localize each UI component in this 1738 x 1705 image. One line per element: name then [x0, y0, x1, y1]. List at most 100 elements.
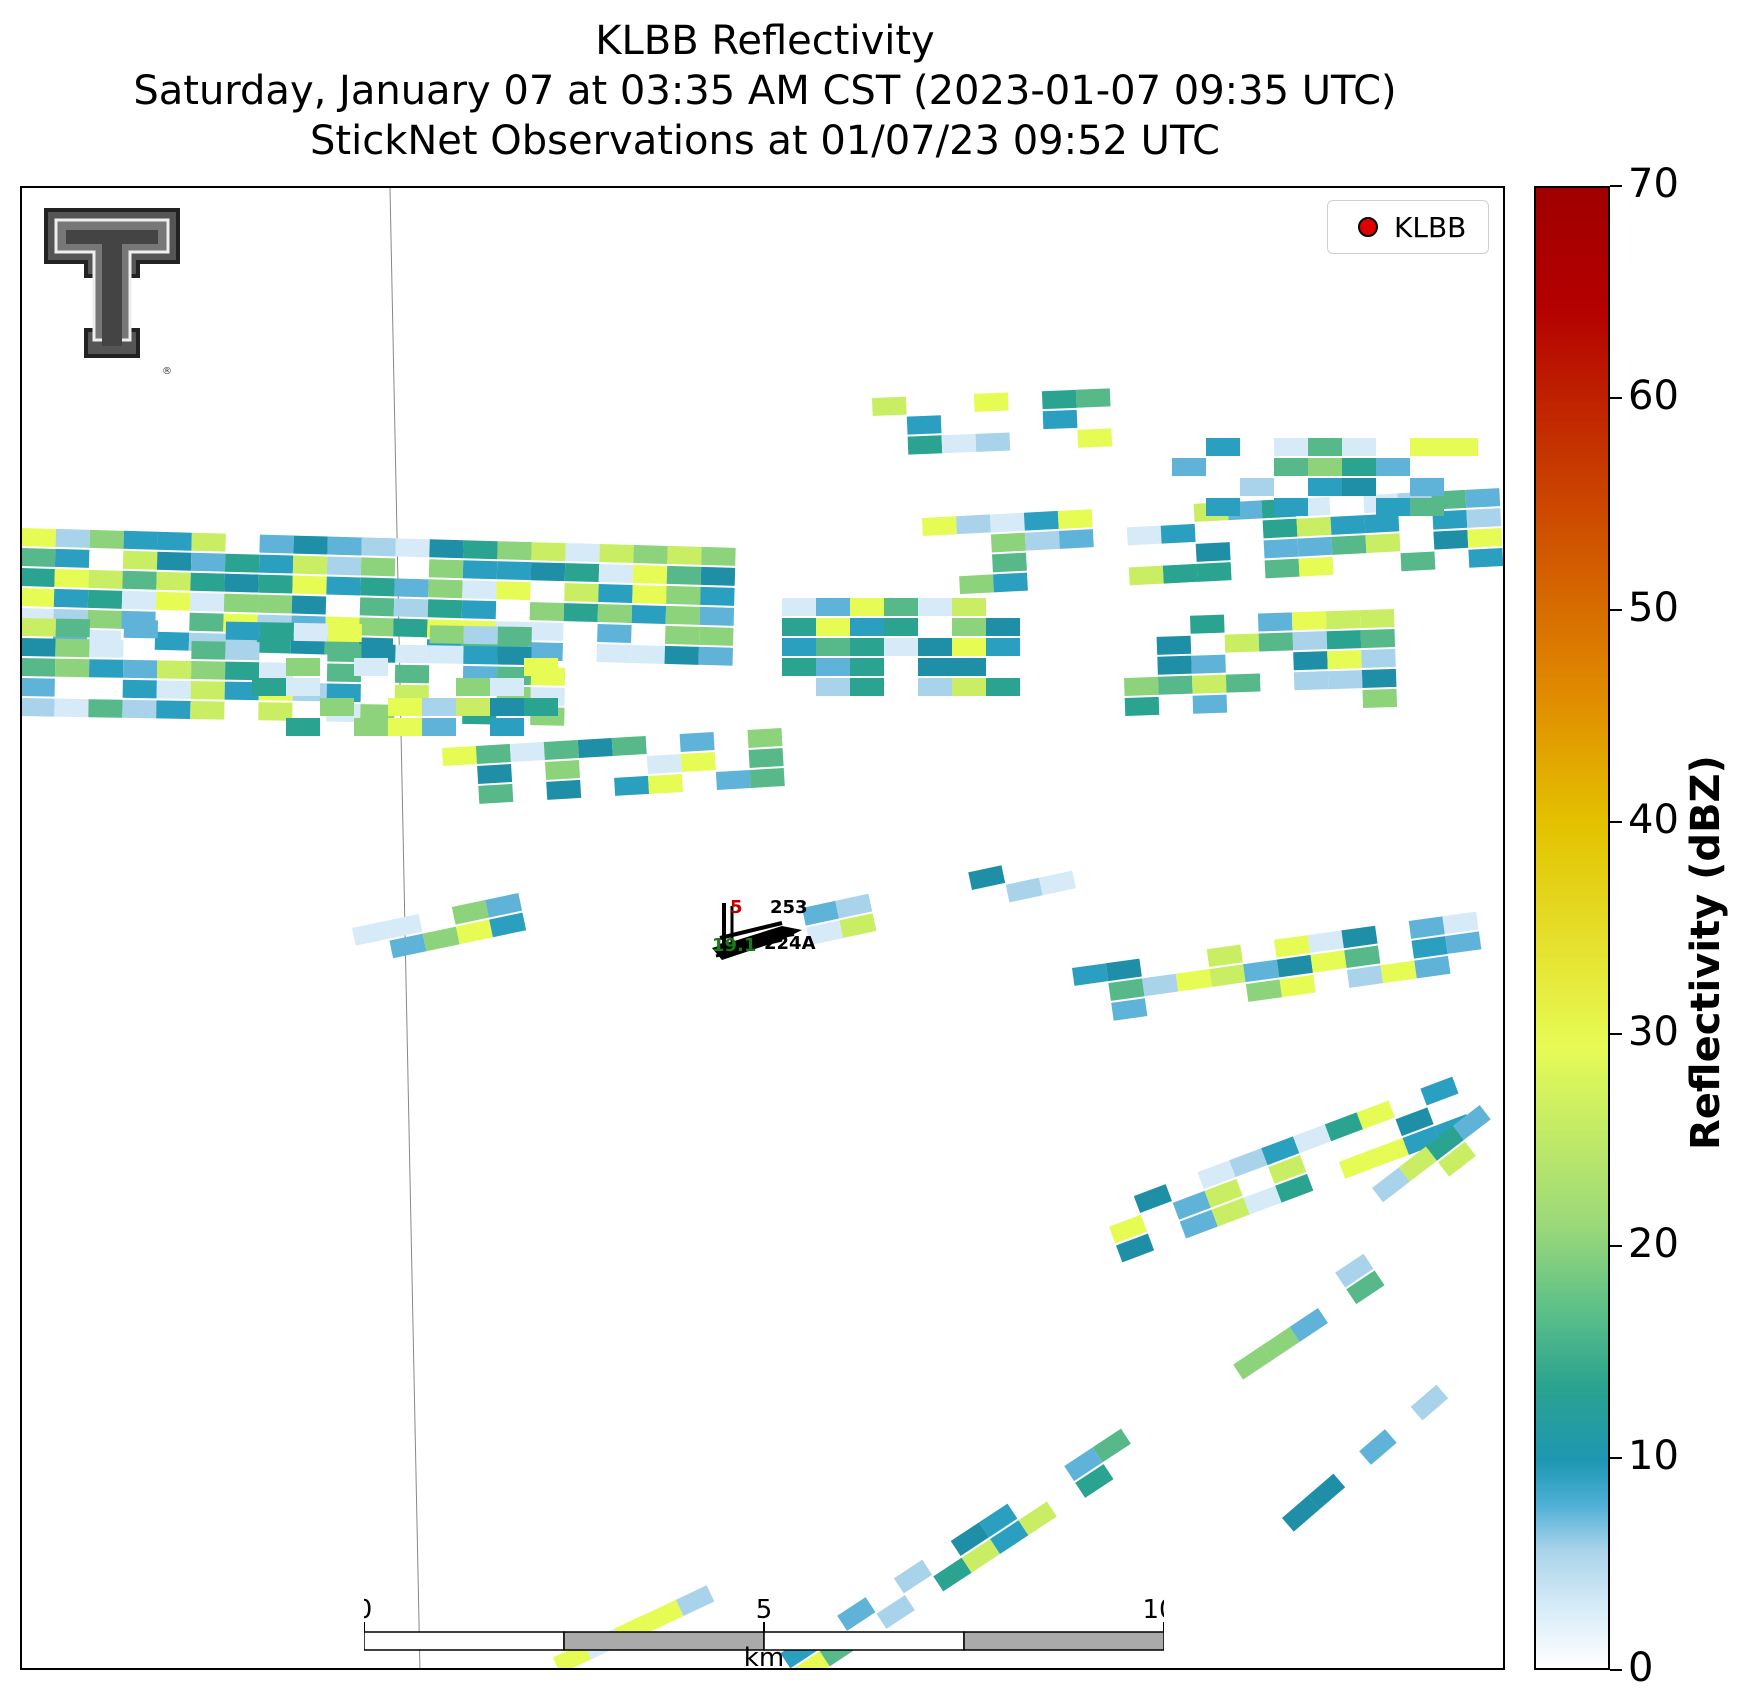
reflectivity-gate — [451, 899, 489, 925]
reflectivity-gate — [1342, 438, 1376, 456]
reflectivity-gate — [359, 617, 394, 637]
reflectivity-gate — [1365, 533, 1401, 554]
reflectivity-gate — [664, 625, 700, 645]
reflectivity-gate — [1192, 694, 1228, 714]
reflectivity-gate — [1359, 608, 1395, 629]
radar-map[interactable]: ® KLBB 5 253 19.1 224A 0 5 10 km — [20, 186, 1505, 1670]
reflectivity-gate — [259, 534, 294, 554]
reflectivity-gate — [680, 751, 716, 772]
reflectivity-gate — [154, 631, 190, 651]
reflectivity-gate — [850, 638, 884, 656]
reflectivity-gate — [698, 626, 734, 646]
reflectivity-gate — [918, 598, 952, 616]
reflectivity-gate — [22, 548, 56, 567]
colorbar-tick-label: 20 — [1628, 1221, 1679, 1267]
reflectivity-gate — [679, 731, 715, 752]
reflectivity-gate — [632, 565, 668, 584]
reflectivity-gate — [950, 1522, 989, 1557]
reflectivity-gate — [1018, 1501, 1057, 1536]
reflectivity-gate — [1292, 631, 1328, 651]
reflectivity-gate — [22, 528, 56, 547]
reflectivity-gate — [630, 645, 665, 664]
reflectivity-gate — [22, 678, 55, 697]
reflectivity-gate — [1258, 632, 1294, 652]
reflectivity-gate — [257, 594, 293, 614]
reflectivity-gate — [782, 598, 816, 616]
reflectivity-gate — [388, 718, 422, 736]
reflectivity-gate — [614, 775, 650, 796]
reflectivity-gate — [782, 638, 816, 656]
reflectivity-gate — [224, 553, 260, 573]
reflectivity-gate — [156, 700, 191, 719]
reflectivity-gate — [463, 645, 498, 665]
reflectivity-gate — [749, 767, 785, 788]
reflectivity-gate — [360, 557, 396, 577]
colorbar-tick — [1610, 609, 1622, 611]
colorbar-tick — [1610, 1245, 1622, 1247]
reflectivity-gate — [259, 622, 294, 641]
reflectivity-gate — [647, 773, 684, 794]
reflectivity-gate — [55, 528, 90, 548]
reflectivity-gate — [123, 530, 158, 550]
reflectivity-gate — [528, 642, 563, 662]
reflectivity-gate — [497, 541, 532, 561]
reflectivity-gate — [1335, 1253, 1374, 1288]
scale-bar: 0 5 10 km — [364, 1596, 1164, 1666]
reflectivity-gate — [352, 920, 389, 946]
reflectivity-gate — [191, 532, 226, 552]
reflectivity-gate — [922, 516, 957, 536]
reflectivity-gate — [1243, 1185, 1282, 1215]
reflectivity-gate — [564, 563, 600, 583]
scale-label-10: 10 — [1142, 1596, 1164, 1625]
reflectivity-gate — [394, 578, 429, 598]
colorbar-tick-label: 70 — [1628, 161, 1679, 207]
reflectivity-gate — [941, 433, 977, 454]
reflectivity-gate — [1361, 648, 1396, 668]
reflectivity-gate — [1293, 671, 1329, 691]
reflectivity-gate — [1338, 1149, 1378, 1179]
reflectivity-gate — [1041, 389, 1077, 410]
reflectivity-gate — [906, 415, 942, 435]
reflectivity-gate — [666, 565, 702, 585]
reflectivity-gate — [816, 598, 850, 616]
reflectivity-gate — [320, 698, 354, 716]
reflectivity-gate — [389, 933, 427, 959]
reflectivity-gate — [1376, 458, 1410, 476]
station-temperature: 5 — [730, 897, 743, 918]
reflectivity-gate — [1327, 650, 1362, 670]
reflectivity-gate — [1072, 963, 1109, 986]
reflectivity-gate — [1307, 930, 1344, 953]
reflectivity-gate — [816, 658, 850, 676]
reflectivity-gate — [1445, 931, 1482, 954]
reflectivity-gate — [1243, 959, 1280, 983]
reflectivity-gate — [1190, 614, 1225, 634]
reflectivity-gate — [1274, 438, 1308, 456]
reflectivity-gate — [1344, 945, 1381, 969]
reflectivity-gate — [429, 645, 464, 664]
reflectivity-gate — [529, 602, 565, 622]
reflectivity-gate — [918, 678, 952, 696]
reflectivity-gate — [1160, 523, 1196, 544]
reflectivity-gate — [291, 595, 327, 615]
reflectivity-gate — [156, 660, 192, 679]
reflectivity-gate — [1330, 515, 1366, 535]
reflectivity-gate — [791, 1651, 830, 1668]
reflectivity-gate — [1262, 518, 1298, 539]
reflectivity-gate — [88, 699, 123, 718]
reflectivity-gate — [54, 698, 89, 718]
reflectivity-gate — [190, 572, 225, 592]
reflectivity-gate — [22, 638, 56, 657]
reflectivity-gate — [327, 536, 362, 556]
reflectivity-gate — [1042, 409, 1078, 430]
reflectivity-gate — [596, 644, 631, 663]
reflectivity-gate — [1410, 478, 1444, 496]
reflectivity-gate — [1206, 498, 1240, 516]
reflectivity-gate — [326, 683, 361, 703]
reflectivity-gate — [1274, 498, 1308, 516]
reflectivity-gate — [990, 532, 1026, 553]
reflectivity-gate — [1077, 428, 1113, 448]
reflectivity-gate — [223, 593, 259, 613]
reflectivity-gate — [524, 658, 558, 676]
reflectivity-gate — [1038, 870, 1076, 896]
reflectivity-gate — [748, 747, 784, 768]
